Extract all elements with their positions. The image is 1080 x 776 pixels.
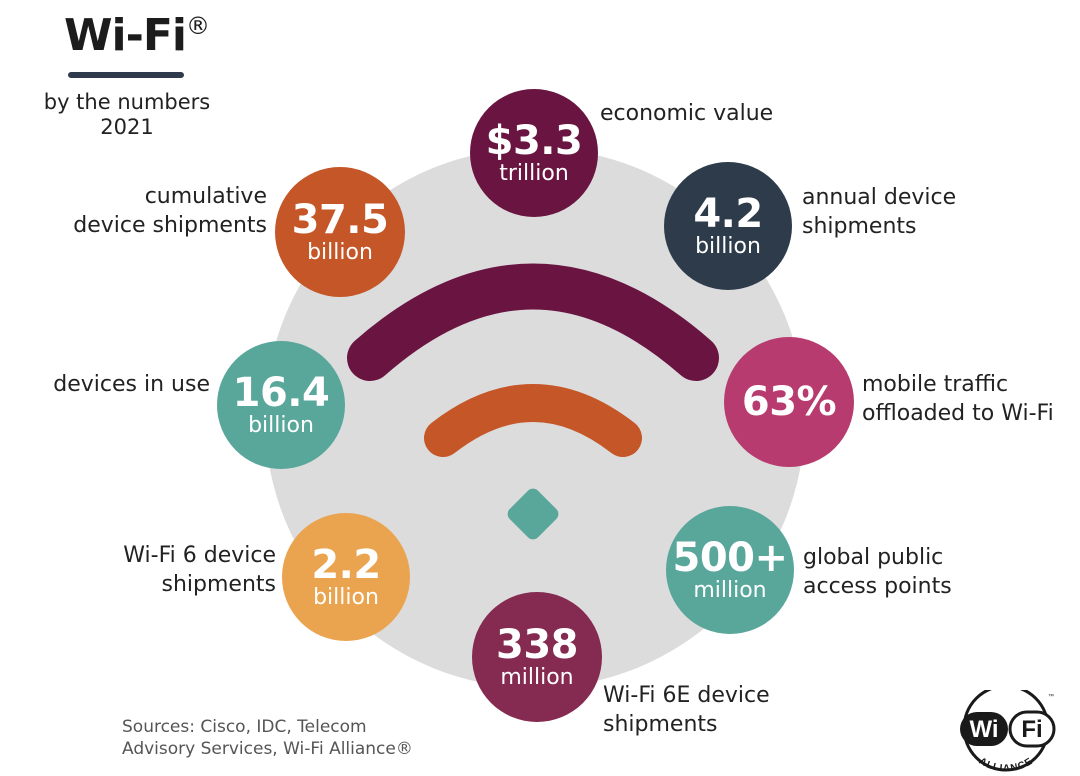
registered-mark: ® — [186, 12, 210, 40]
stat-unit: million — [693, 578, 767, 603]
title-text: Wi-Fi — [64, 10, 187, 61]
stat-mobile-traffic: 63% — [724, 337, 854, 467]
logo-right-pill — [1008, 710, 1056, 748]
stat-economic-value: $3.3 trillion — [470, 89, 598, 217]
stat-wifi-6-shipments: 2.2 billion — [282, 513, 410, 641]
stat-value: 500+ — [672, 535, 788, 581]
label-line: economic value — [600, 101, 774, 126]
stat-wifi-6e-shipments: 338 million — [472, 592, 602, 722]
label-public-access-points: global public access points — [803, 543, 952, 601]
stat-unit: billion — [313, 585, 379, 610]
stat-unit: billion — [248, 413, 314, 438]
stat-value: 338 — [496, 622, 579, 668]
label-line: Wi-Fi 6 device — [123, 543, 276, 568]
sources-note: Sources: Cisco, IDC, Telecom Advisory Se… — [122, 716, 413, 760]
label-devices-in-use: devices in use — [53, 370, 210, 399]
logo-arc-text: ALLIANCE — [977, 756, 1035, 774]
label-mobile-traffic: mobile traffic offloaded to Wi-Fi — [862, 370, 1054, 428]
subtitle-line-1: by the numbers — [43, 90, 211, 114]
logo-right-text: Fi — [1021, 716, 1042, 743]
stat-public-access-points: 500+ million — [666, 506, 794, 634]
stat-cumulative-shipments: 37.5 billion — [275, 167, 405, 297]
stat-value: $3.3 — [485, 118, 583, 164]
title-underline — [68, 72, 184, 78]
label-line: shipments — [603, 712, 718, 737]
label-line: devices in use — [53, 372, 210, 397]
label-annual-device-shipments: annual device shipments — [802, 183, 956, 241]
subtitle: by the numbers 2021 — [20, 90, 234, 140]
label-line: cumulative — [144, 184, 267, 209]
label-wifi-6-shipments: Wi-Fi 6 device shipments — [123, 541, 276, 599]
label-line: annual device — [802, 185, 957, 210]
logo-left-pill — [960, 712, 1008, 746]
label-wifi-6e-shipments: Wi-Fi 6E device shipments — [603, 681, 770, 739]
label-line: access points — [803, 574, 952, 599]
wifi-inner-arc — [424, 384, 642, 457]
stat-value: 37.5 — [291, 197, 389, 243]
label-line: global public — [803, 545, 944, 570]
wifi-outer-arc — [347, 263, 719, 381]
label-line: Wi-Fi 6E device — [603, 683, 770, 708]
stat-unit: billion — [307, 240, 373, 265]
stat-unit: million — [500, 665, 574, 690]
label-line: offloaded to Wi-Fi — [862, 401, 1054, 426]
label-line: shipments — [161, 572, 276, 597]
label-line: device shipments — [73, 213, 267, 238]
sources-line-1: Sources: Cisco, IDC, Telecom — [122, 717, 367, 737]
label-line: mobile traffic — [862, 372, 1009, 397]
stat-devices-in-use: 16.4 billion — [217, 341, 345, 469]
stat-annual-device-shipments: 4.2 billion — [664, 162, 792, 290]
logo-tm: ™ — [1048, 693, 1054, 700]
sources-line-2: Advisory Services, Wi-Fi Alliance® — [122, 739, 413, 759]
wifi-alliance-logo-icon: Wi Fi ALLIANCE ™ — [960, 690, 1056, 774]
page-title: Wi-Fi® — [64, 10, 210, 61]
stat-unit: trillion — [499, 161, 569, 186]
logo-left-text: Wi — [969, 716, 998, 743]
stat-value: 4.2 — [693, 191, 763, 237]
stat-unit: billion — [695, 234, 761, 259]
stat-value: 63% — [741, 379, 837, 425]
logo-arc-textpath: ALLIANCE — [977, 756, 1034, 774]
subtitle-line-2: 2021 — [100, 115, 154, 139]
wifi-dot — [507, 488, 559, 540]
label-economic-value: economic value — [600, 99, 773, 128]
stat-value: 2.2 — [311, 542, 381, 588]
label-cumulative-shipments: cumulative device shipments — [73, 182, 267, 240]
label-line: shipments — [802, 214, 917, 239]
stat-value: 16.4 — [232, 370, 330, 416]
